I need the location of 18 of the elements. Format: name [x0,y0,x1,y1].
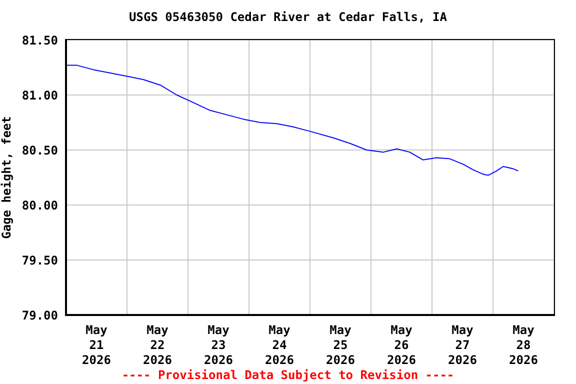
x-tick-label: May 22 2026 [143,323,172,367]
x-tick-label: May 25 2026 [326,323,355,367]
y-tick-label: 81.00 [22,88,58,102]
y-axis-title: Gage height, feet [0,116,14,239]
y-tick-label: 80.00 [22,198,58,212]
y-tick-label: 80.50 [22,143,58,158]
x-tick-label: May 21 2026 [82,323,111,367]
y-tick-label: 79.50 [22,253,58,268]
y-tick-label: 81.50 [22,33,58,48]
line-series [66,64,519,176]
x-tick-label: May 28 2026 [509,323,538,367]
text: ---- Provisional Data Subject to Revision ---- [120,368,456,382]
x-tick-label: May 27 2026 [448,323,477,367]
y-tick-label: 79.00 [22,308,58,322]
chart-title: USGS 05463050 Cedar River at Cedar Falls, IA [128,10,448,24]
x-tick-label: May 24 2026 [265,323,294,367]
x-tick-label: May 23 2026 [204,323,233,367]
x-tick-label: May 26 2026 [387,323,416,367]
